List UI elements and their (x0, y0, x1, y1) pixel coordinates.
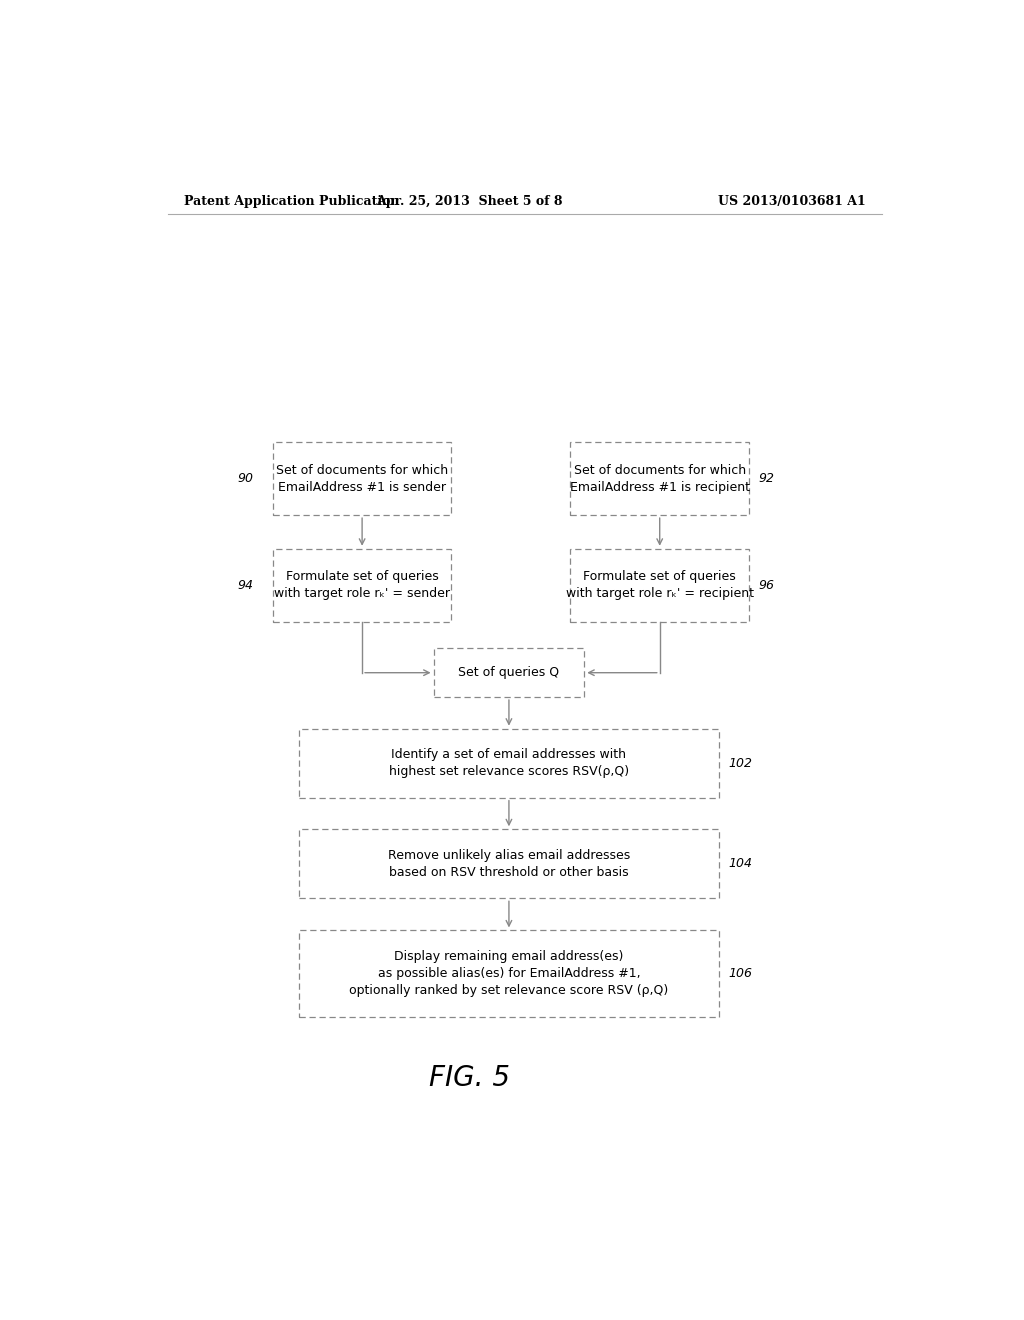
Text: Set of documents for which
EmailAddress #1 is sender: Set of documents for which EmailAddress … (276, 463, 449, 494)
Text: 102: 102 (729, 756, 753, 770)
Text: Formulate set of queries
with target role rₖ' = sender: Formulate set of queries with target rol… (274, 570, 451, 601)
Text: Patent Application Publication: Patent Application Publication (183, 194, 399, 207)
FancyBboxPatch shape (433, 648, 585, 697)
FancyBboxPatch shape (272, 442, 452, 515)
Text: Apr. 25, 2013  Sheet 5 of 8: Apr. 25, 2013 Sheet 5 of 8 (376, 194, 562, 207)
Text: 104: 104 (729, 857, 753, 870)
Text: Formulate set of queries
with target role rₖ' = recipient: Formulate set of queries with target rol… (565, 570, 754, 601)
Text: Set of queries Q: Set of queries Q (459, 667, 559, 680)
Text: Set of documents for which
EmailAddress #1 is recipient: Set of documents for which EmailAddress … (569, 463, 750, 494)
Text: 106: 106 (729, 968, 753, 979)
Text: Display remaining email address(es)
as possible alias(es) for EmailAddress #1,
o: Display remaining email address(es) as p… (349, 950, 669, 997)
Text: 90: 90 (237, 473, 253, 484)
Text: US 2013/0103681 A1: US 2013/0103681 A1 (718, 194, 866, 207)
Text: Remove unlikely alias email addresses
based on RSV threshold or other basis: Remove unlikely alias email addresses ba… (388, 849, 630, 879)
FancyBboxPatch shape (299, 829, 719, 899)
Text: FIG. 5: FIG. 5 (429, 1064, 510, 1092)
FancyBboxPatch shape (299, 729, 719, 797)
FancyBboxPatch shape (272, 549, 452, 622)
FancyBboxPatch shape (570, 442, 749, 515)
Text: 94: 94 (237, 578, 253, 591)
Text: 92: 92 (759, 473, 774, 484)
FancyBboxPatch shape (570, 549, 749, 622)
Text: 96: 96 (759, 578, 774, 591)
FancyBboxPatch shape (299, 931, 719, 1016)
Text: Identify a set of email addresses with
highest set relevance scores RSV(ρ,Q): Identify a set of email addresses with h… (389, 748, 629, 779)
